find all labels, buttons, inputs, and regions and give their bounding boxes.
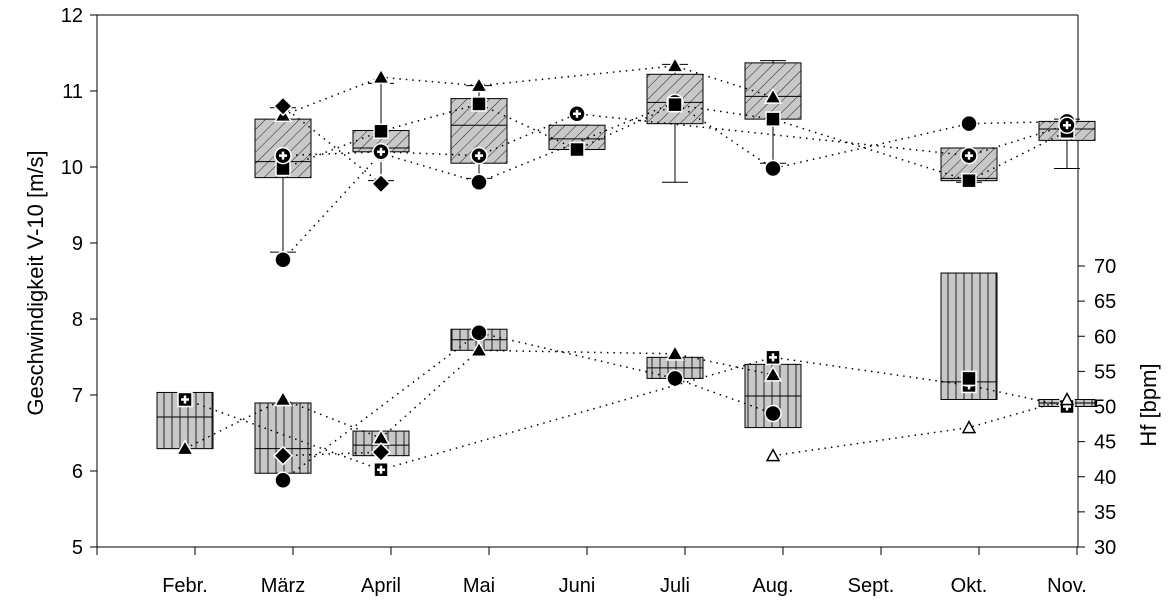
x-tick-label: Aug. bbox=[752, 575, 793, 597]
marker-triangle-open bbox=[765, 448, 781, 462]
marker-plus bbox=[377, 147, 385, 156]
marker-circle bbox=[764, 159, 782, 178]
series-line bbox=[184, 356, 1068, 471]
x-tick-label: Mai bbox=[463, 575, 495, 597]
marker-square bbox=[667, 96, 683, 113]
series-line bbox=[282, 105, 382, 185]
y-left-tick-label: 9 bbox=[72, 233, 83, 255]
marker-square bbox=[471, 96, 487, 112]
x-tick-label: April bbox=[361, 575, 401, 597]
y-left-tick-label: 8 bbox=[72, 309, 83, 331]
y-right-tick-label: 70 bbox=[1094, 256, 1116, 278]
marker-triangle bbox=[469, 76, 489, 93]
series-line bbox=[184, 349, 774, 450]
marker-triangle bbox=[175, 439, 195, 456]
marker-square bbox=[961, 172, 977, 189]
marker-triangle bbox=[273, 389, 293, 407]
marker-plus bbox=[475, 151, 483, 160]
y-right-tick-label: 55 bbox=[1094, 361, 1116, 383]
marker-diamond bbox=[370, 442, 392, 463]
marker-plus bbox=[279, 151, 287, 160]
y-axis-right-title: Hf [bpm] bbox=[1136, 363, 1161, 446]
plot-area: 5 6 7 8 9 10 11 12 30 35 40 45 50 55 60 65 70 Febr. März Ap… bbox=[61, 5, 1117, 597]
marker-circle bbox=[960, 114, 978, 133]
marker-circle bbox=[470, 173, 488, 191]
marker-circle bbox=[764, 404, 782, 423]
x-tick-label: Nov. bbox=[1047, 575, 1087, 597]
x-tick-label: Febr. bbox=[162, 575, 208, 597]
marker-triangle bbox=[371, 67, 391, 85]
y-left-tick-label: 12 bbox=[61, 5, 83, 27]
x-tick-label: März bbox=[261, 575, 305, 597]
marker-plus bbox=[1063, 121, 1071, 130]
y-left-tick-label: 11 bbox=[62, 81, 83, 103]
marker-plus bbox=[573, 109, 581, 118]
marker-triangle bbox=[665, 344, 685, 361]
marker-triangle bbox=[665, 56, 685, 73]
marker-diamond bbox=[272, 445, 294, 466]
marker-circle bbox=[274, 471, 292, 490]
marker-triangle bbox=[469, 340, 489, 358]
y-right-tick-label: 40 bbox=[1094, 467, 1116, 489]
x-tick-label: Juni bbox=[559, 575, 596, 597]
y-axis-left-title: Geschwindigkeit V-10 [m/s] bbox=[23, 150, 48, 415]
x-tick-label: Juli bbox=[660, 575, 690, 597]
marker-plus bbox=[965, 151, 973, 160]
marker-square bbox=[765, 111, 781, 127]
y-right-tick-label: 50 bbox=[1094, 397, 1116, 419]
marker-diamond bbox=[272, 96, 294, 117]
marker-diamond bbox=[370, 173, 392, 194]
marker-triangle bbox=[763, 365, 783, 382]
marker-plus bbox=[181, 395, 189, 404]
y-right-tick-label: 60 bbox=[1094, 326, 1116, 348]
x-tick-label: Okt. bbox=[951, 575, 988, 597]
y-right-tick-label: 35 bbox=[1094, 502, 1116, 524]
marker-square bbox=[373, 123, 389, 140]
marker-circle bbox=[666, 369, 684, 388]
marker-triangle bbox=[763, 87, 783, 104]
y-left-tick-label: 10 bbox=[61, 157, 83, 179]
y-left-tick-label: 7 bbox=[72, 385, 83, 407]
marker-circle bbox=[274, 250, 292, 269]
y-right-tick-label: 65 bbox=[1094, 291, 1116, 313]
marker-triangle-open bbox=[961, 420, 977, 434]
y-right-tick-label: 30 bbox=[1094, 537, 1116, 559]
marker-plus bbox=[377, 465, 385, 474]
y-left-tick-label: 5 bbox=[72, 537, 83, 559]
x-tick-label: Sept. bbox=[848, 575, 895, 597]
marker-plus bbox=[769, 353, 777, 362]
series-line bbox=[282, 331, 774, 481]
series-line bbox=[772, 398, 1068, 457]
y-right-tick-label: 45 bbox=[1094, 432, 1116, 454]
y-left-tick-label: 6 bbox=[72, 461, 83, 483]
marker-circle bbox=[470, 323, 488, 342]
marker-square bbox=[569, 141, 585, 158]
marker-square bbox=[961, 370, 977, 387]
marker-triangle-open bbox=[1059, 391, 1075, 406]
